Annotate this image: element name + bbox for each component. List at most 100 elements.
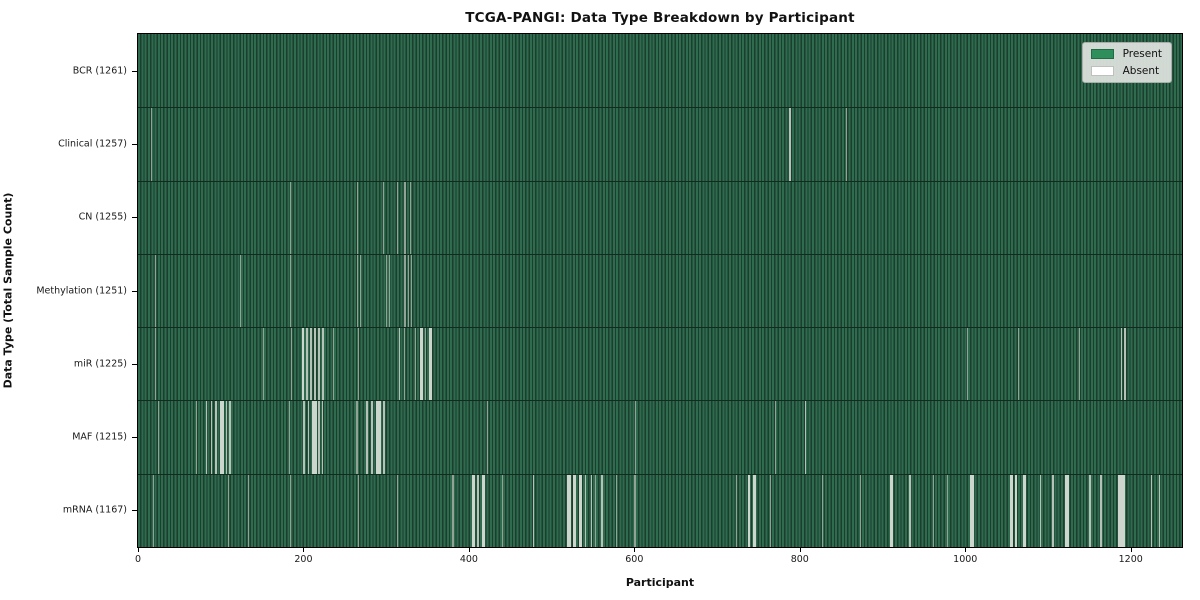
absent-mark xyxy=(970,474,974,547)
absent-mark xyxy=(909,474,911,547)
absent-mark xyxy=(1120,328,1123,402)
legend-entry-absent: Absent xyxy=(1090,65,1162,77)
absent-mark xyxy=(305,328,308,402)
absent-mark xyxy=(584,474,587,547)
x-tick-label: 1200 xyxy=(1118,554,1143,565)
absent-mark xyxy=(616,474,618,547)
legend-swatch-absent xyxy=(1090,65,1114,76)
absent-mark xyxy=(290,254,292,329)
absent-mark xyxy=(151,108,153,182)
absent-mark xyxy=(594,474,596,547)
absent-mark xyxy=(1122,474,1125,547)
absent-mark xyxy=(358,474,360,547)
x-tick-mark xyxy=(965,548,967,552)
absent-mark xyxy=(573,474,576,547)
x-tick-label: 0 xyxy=(134,554,142,565)
absent-mark xyxy=(386,254,388,329)
absent-mark xyxy=(357,181,359,255)
y-tick-mark xyxy=(132,363,137,365)
absent-mark xyxy=(404,181,406,255)
absent-mark xyxy=(288,401,290,475)
y-tick-mark xyxy=(132,70,137,72)
absent-mark xyxy=(225,401,228,475)
x-tick-label: 400 xyxy=(459,554,478,565)
absent-mark xyxy=(396,181,399,255)
absent-mark xyxy=(1089,474,1091,547)
absent-mark xyxy=(1124,328,1126,402)
absent-mark xyxy=(154,254,156,329)
absent-mark xyxy=(403,328,405,402)
absent-mark xyxy=(429,328,432,402)
absent-mark xyxy=(219,401,225,475)
absent-mark xyxy=(472,474,475,547)
absent-mark xyxy=(290,181,292,255)
legend: Present Absent xyxy=(1081,42,1172,83)
absent-mark xyxy=(210,401,213,475)
y-tick-label-miR: miR (1225) xyxy=(73,358,127,370)
absent-mark xyxy=(420,328,423,402)
absent-mark xyxy=(601,474,603,547)
absent-mark xyxy=(410,181,412,255)
y-tick-label-mRNA: mRNA (1167) xyxy=(62,504,127,516)
absent-mark xyxy=(1065,474,1069,547)
absent-mark xyxy=(357,254,359,329)
absent-mark xyxy=(532,474,535,547)
y-tick-mark xyxy=(132,437,137,439)
absent-mark xyxy=(154,328,156,402)
absent-mark xyxy=(388,254,390,329)
absent-mark xyxy=(404,254,406,329)
absent-mark xyxy=(321,401,324,475)
x-axis-title: Participant xyxy=(625,576,695,589)
absent-mark xyxy=(311,401,317,475)
absent-mark xyxy=(1018,328,1020,402)
absent-mark xyxy=(590,474,593,547)
absent-mark xyxy=(407,254,409,329)
x-tick-label: 200 xyxy=(294,554,313,565)
absent-mark xyxy=(152,474,155,547)
absent-mark xyxy=(333,328,335,402)
x-tick-label: 800 xyxy=(790,554,809,565)
absent-mark xyxy=(157,401,160,475)
x-tick-mark xyxy=(1130,548,1132,552)
absent-mark xyxy=(634,474,636,547)
absent-mark xyxy=(1014,474,1018,547)
absent-mark xyxy=(358,328,360,402)
heatmap-plot: Present Absent xyxy=(137,33,1183,548)
x-tick-mark xyxy=(634,548,636,552)
absent-mark xyxy=(1100,474,1102,547)
absent-mark xyxy=(1150,474,1153,547)
absent-mark xyxy=(1039,474,1042,547)
absent-mark xyxy=(1009,474,1014,547)
absent-mark xyxy=(314,328,316,402)
absent-mark xyxy=(774,401,777,475)
y-tick-label-Clinical: Clinical (1257) xyxy=(58,138,127,150)
absent-mark xyxy=(770,474,772,547)
absent-mark xyxy=(1118,474,1122,547)
absent-mark xyxy=(1023,474,1027,547)
heatmap-row-MAF xyxy=(138,400,1182,475)
x-tick-mark xyxy=(799,548,801,552)
absent-mark xyxy=(753,474,756,547)
absent-mark xyxy=(322,328,325,402)
absent-mark xyxy=(846,108,848,182)
absent-mark xyxy=(318,401,320,475)
heatmap-row-mRNA xyxy=(138,473,1182,547)
absent-mark xyxy=(1078,328,1080,402)
absent-mark xyxy=(501,474,504,547)
absent-mark xyxy=(356,401,358,475)
absent-mark xyxy=(290,474,292,547)
x-tick-mark xyxy=(138,548,139,552)
y-tick-label-MAF: MAF (1215) xyxy=(72,431,127,443)
absent-mark xyxy=(214,401,217,475)
absent-mark xyxy=(477,474,479,547)
absent-mark xyxy=(578,474,583,547)
absent-mark xyxy=(366,401,368,475)
absent-mark xyxy=(301,328,305,402)
absent-mark xyxy=(303,401,306,475)
absent-mark xyxy=(425,328,427,402)
absent-mark xyxy=(371,401,373,475)
absent-mark xyxy=(396,474,399,547)
absent-mark xyxy=(195,401,198,475)
legend-label: Present xyxy=(1122,48,1162,60)
